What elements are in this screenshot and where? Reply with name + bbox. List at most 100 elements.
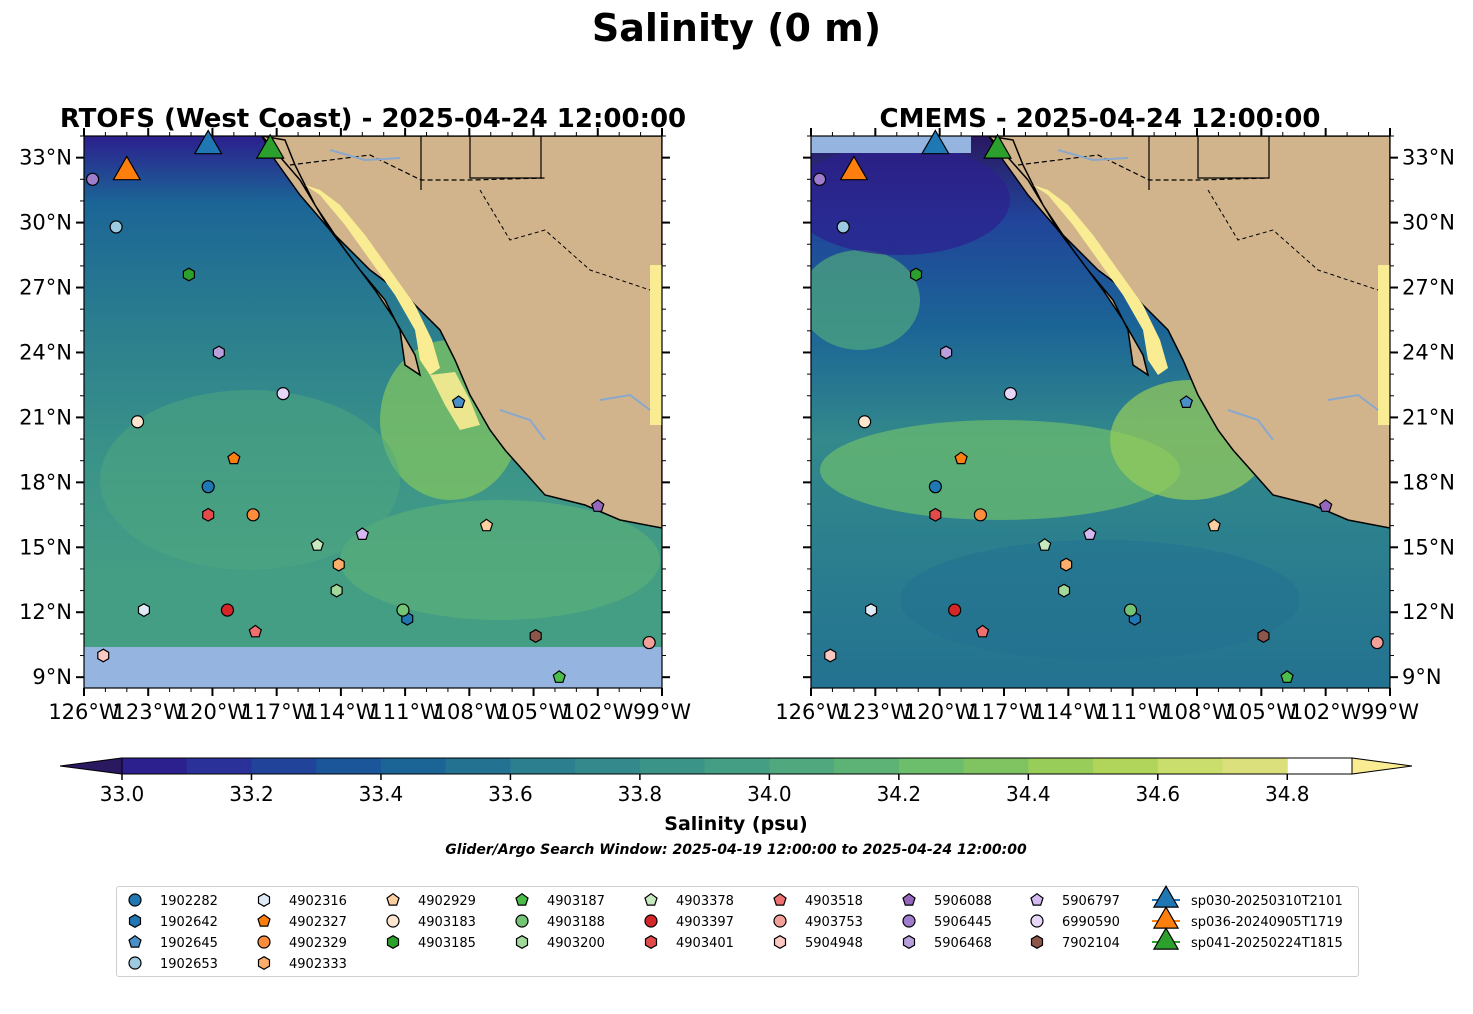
- platform-marker-5906797: [355, 527, 370, 541]
- panel-title-rtofs: RTOFS (West Coast) - 2025-04-24 12:00:00: [60, 104, 686, 134]
- legend-label: 5906797: [1062, 894, 1120, 909]
- salinity-patch: [820, 420, 1180, 520]
- colorbar-segment: [1028, 758, 1094, 774]
- platform-marker-sp036-20240905T1719: [839, 155, 869, 181]
- legend-marker-4903183: [386, 914, 400, 928]
- y-tick-label: 27°N: [19, 276, 72, 300]
- platform-marker-4902929: [479, 518, 494, 532]
- legend-label: 4902333: [289, 957, 347, 972]
- y-tick-label: 12°N: [19, 600, 72, 624]
- map-frame-cmems: [810, 135, 1391, 689]
- platform-marker-4903518: [248, 624, 263, 638]
- colorbar-tick-label: 33.2: [229, 782, 274, 806]
- platform-marker-4903183: [858, 415, 872, 429]
- x-tick-label: 126°W: [48, 700, 120, 724]
- platform-marker-4902327: [227, 451, 241, 465]
- x-tick-label: 99°W: [1361, 700, 1419, 724]
- legend-label: 4903397: [676, 915, 734, 930]
- colorbar-tick-label: 34.0: [747, 782, 792, 806]
- figure-suptitle: Salinity (0 m): [591, 6, 882, 50]
- low-salinity-patch: [811, 145, 1010, 255]
- legend-marker-1902642: [128, 914, 142, 928]
- legend-marker-5904948: [773, 935, 787, 949]
- legend-label: 4902929: [418, 894, 476, 909]
- river: [1057, 149, 1379, 441]
- legend-label: 4902316: [289, 894, 347, 909]
- colorbar-segment: [898, 758, 965, 774]
- platform-marker-4903397: [948, 603, 962, 617]
- legend-label: 5906468: [934, 936, 992, 951]
- legend-label: 1902653: [160, 957, 218, 972]
- gulf-of-mexico-edge: [650, 265, 662, 425]
- x-tick-label: 114°W: [1033, 700, 1105, 724]
- platform-marker-7902104: [529, 629, 542, 643]
- search-window-caption: Glider/Argo Search Window: 2025-04-19 12…: [445, 842, 1027, 858]
- platform-marker-5906088: [1318, 499, 1333, 512]
- y-tick-label: 18°N: [1402, 470, 1455, 494]
- y-tick-label: 18°N: [19, 470, 72, 494]
- platform-marker-1902645: [451, 395, 466, 408]
- colorbar-extend-min: [59, 757, 123, 775]
- legend-label: 4903187: [547, 894, 605, 909]
- colorbar-segment: [1157, 758, 1224, 774]
- panel-cmems: CMEMS - 2025-04-24 12:00:00 126°W123°W12…: [775, 104, 1455, 724]
- legend-label: 1902642: [160, 915, 218, 930]
- legend-label: 4903378: [676, 894, 734, 909]
- y-tick-label: 21°N: [1402, 405, 1455, 429]
- state-border: [1207, 189, 1379, 291]
- platform-marker-4903753: [1370, 635, 1384, 650]
- colorbar-segment: [963, 758, 1029, 774]
- platform-marker-4903183: [130, 415, 145, 429]
- colorbar-tick-label: 33.8: [618, 782, 663, 806]
- platform-marker-sp041-20250224T1815: [255, 133, 285, 159]
- platform-marker-4903200: [330, 583, 343, 598]
- colorbar-segment: [1093, 758, 1159, 774]
- legend-label: 4902327: [289, 915, 347, 930]
- legend-frame: [116, 886, 1359, 977]
- legend-marker-1902653: [128, 956, 142, 970]
- legend-marker-4902329: [257, 935, 271, 949]
- legend-marker-5906797: [1030, 892, 1044, 906]
- legend-label: 4903183: [418, 915, 476, 930]
- legend-label: 4902329: [289, 936, 347, 951]
- legend-label: 4903401: [676, 936, 734, 951]
- colorbar-segment: [122, 758, 188, 774]
- legend-marker-4903188: [515, 914, 529, 928]
- legend-label: 4903753: [805, 915, 863, 930]
- colorbar-segment: [445, 758, 511, 774]
- colorbar-tick-label: 34.6: [1136, 782, 1181, 806]
- platform-marker-4903200: [1057, 583, 1071, 598]
- river: [329, 149, 651, 441]
- platform-marker-5904948: [824, 648, 837, 663]
- colorbar-extend-max: [1351, 757, 1413, 775]
- platform-marker-4903518: [975, 624, 990, 638]
- platform-marker-sp030-20250310T2101: [193, 129, 223, 155]
- x-tick-label: 111°W: [369, 700, 441, 724]
- colorbar-segment: [251, 758, 317, 774]
- platform-marker-1902282: [201, 480, 215, 494]
- platform-marker-sp041-20250224T1815: [983, 133, 1013, 159]
- platform-marker-4903188: [1123, 603, 1138, 617]
- legend-label: 1902645: [160, 936, 218, 951]
- y-tick-label: 12°N: [1402, 600, 1455, 624]
- x-tick-label: 123°W: [840, 700, 912, 724]
- x-tick-label: 111°W: [1097, 700, 1169, 724]
- colorbar-segment: [1222, 758, 1288, 774]
- y-tick-label: 15°N: [19, 535, 72, 559]
- gulf-of-mexico-edge: [1378, 265, 1390, 425]
- colorbar-tick-label: 34.4: [1006, 782, 1051, 806]
- x-tick-label: 102°W: [562, 700, 634, 724]
- platform-marker-4902316: [137, 603, 150, 618]
- colorbar-tick-label: 33.6: [488, 782, 533, 806]
- state-border: [1148, 136, 1270, 190]
- platform-marker-4903397: [220, 603, 235, 617]
- legend-marker-4903397: [644, 914, 658, 928]
- platform-marker-4903187: [1280, 670, 1294, 683]
- colorbar-segment: [316, 758, 382, 774]
- legend-marker-1902282: [128, 893, 142, 907]
- platform-markers-cmems: [812, 129, 1384, 683]
- x-tick-label: 126°W: [775, 700, 847, 724]
- colorbar-tick-label: 33.4: [359, 782, 404, 806]
- x-tick-label: 117°W: [241, 700, 313, 724]
- x-tick-label: 99°W: [633, 700, 691, 724]
